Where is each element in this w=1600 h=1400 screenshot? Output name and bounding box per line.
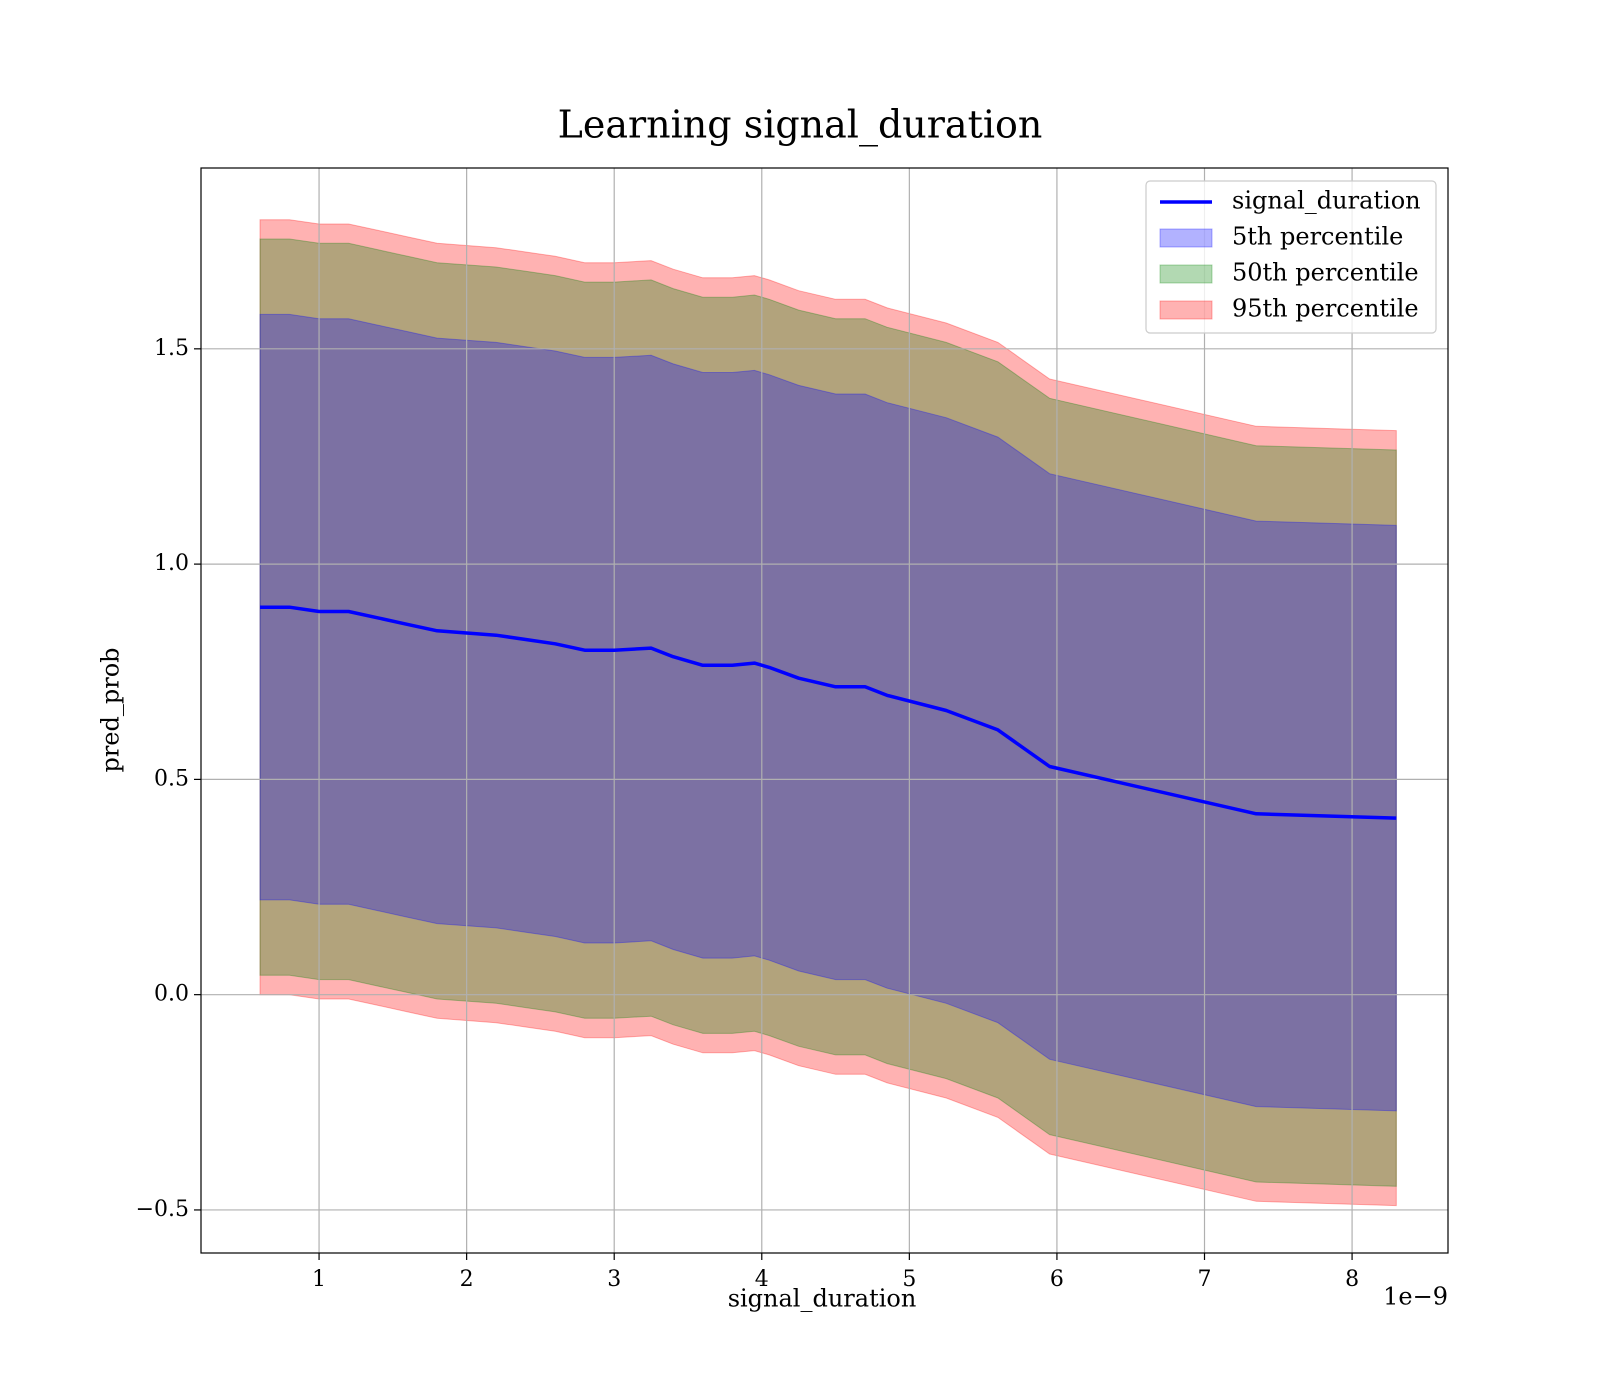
y-tick-label: 0.0 bbox=[154, 982, 189, 1007]
y-tick-label: 1.5 bbox=[154, 336, 189, 361]
percentile-bands bbox=[259, 219, 1397, 1207]
x-tick-label: 5 bbox=[902, 1267, 916, 1292]
legend-label: 50th percentile bbox=[1232, 259, 1419, 287]
y-axis-label: pred_prob bbox=[97, 647, 125, 772]
band-95th-percentile bbox=[259, 219, 1397, 1207]
y-axis-ticks: −0.5 0.0 0.5 1.0 1.5 bbox=[136, 336, 201, 1222]
plot-frame bbox=[200, 167, 1449, 1254]
legend-label: 5th percentile bbox=[1232, 223, 1403, 251]
plot-area bbox=[200, 167, 1449, 1254]
x-tick-label: 4 bbox=[755, 1267, 769, 1292]
legend-patch-swatch bbox=[1159, 264, 1213, 284]
legend-label: 95th percentile bbox=[1232, 295, 1419, 323]
band-50th-percentile bbox=[259, 238, 1397, 1187]
x-axis-offset-label: 1e−9 bbox=[1383, 1283, 1448, 1311]
chart-title: Learning signal_duration bbox=[558, 103, 1043, 148]
legend-label: signal_duration bbox=[1232, 187, 1421, 215]
legend-patch-swatch bbox=[1159, 300, 1213, 320]
x-axis-ticks: 1 2 3 4 5 6 7 8 bbox=[312, 1253, 1359, 1292]
band-5th-percentile bbox=[259, 313, 1397, 1112]
x-tick-label: 6 bbox=[1050, 1267, 1064, 1292]
x-tick-label: 1 bbox=[312, 1267, 326, 1292]
y-tick-label: 1.0 bbox=[154, 551, 189, 576]
x-tick-label: 3 bbox=[607, 1267, 621, 1292]
chart-legend: signal_duration 5th percentile 50th percen… bbox=[1145, 180, 1437, 334]
x-axis-label: signal_duration bbox=[728, 1285, 917, 1313]
legend-frame bbox=[1145, 180, 1437, 334]
series-line-signal_duration bbox=[260, 605, 1397, 820]
x-tick-label: 2 bbox=[460, 1267, 474, 1292]
x-tick-label: 8 bbox=[1345, 1267, 1359, 1292]
y-tick-label: 0.5 bbox=[154, 766, 189, 791]
x-tick-label: 7 bbox=[1198, 1267, 1212, 1292]
legend-patch-swatch bbox=[1159, 228, 1213, 248]
grid-lines bbox=[201, 168, 1448, 1253]
series-lines bbox=[260, 605, 1397, 820]
y-tick-label: −0.5 bbox=[136, 1197, 189, 1222]
